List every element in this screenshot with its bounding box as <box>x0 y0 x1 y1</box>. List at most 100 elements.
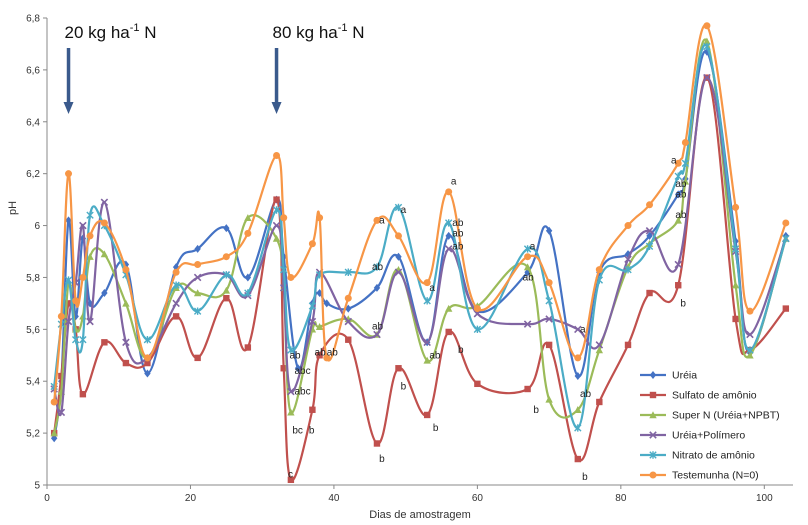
data-point <box>309 406 316 413</box>
data-point <box>58 372 65 380</box>
data-point <box>316 289 323 298</box>
significance-letter: a <box>451 176 457 187</box>
data-point <box>344 317 353 326</box>
data-point <box>50 434 58 443</box>
data-point <box>79 336 87 344</box>
significance-letter: ab <box>675 179 687 190</box>
data-point <box>782 305 790 312</box>
significance-letter: b <box>401 381 407 392</box>
data-point <box>101 289 108 298</box>
significance-letter: b <box>582 472 588 483</box>
y-axis-label: pH <box>7 201 19 215</box>
down-arrow-icon <box>271 102 282 114</box>
data-point <box>674 216 682 224</box>
legend-item-sulfato-de-amonio: Sulfato de amônio <box>640 390 757 402</box>
data-point <box>473 325 482 334</box>
data-point <box>308 302 317 310</box>
data-point <box>244 289 252 297</box>
legend-item-testemunha: Testemunha (N=0) <box>640 470 759 482</box>
data-point <box>423 279 431 287</box>
data-point <box>244 273 252 282</box>
legend-label: Sulfato de amônio <box>672 390 757 402</box>
data-point <box>444 245 453 253</box>
significance-letter: ab <box>675 189 687 200</box>
data-point <box>222 286 231 294</box>
x-tick-label: 80 <box>615 493 627 504</box>
y-tick-label: 6,8 <box>26 14 40 25</box>
significance-letter: ab <box>327 348 339 359</box>
data-point <box>86 252 94 260</box>
x-axis-label: Dias de amostragem <box>369 509 471 521</box>
data-point <box>172 313 180 320</box>
y-tick-label: 5 <box>34 481 40 492</box>
data-point <box>394 203 403 212</box>
data-point <box>732 203 740 211</box>
data-point <box>272 234 281 242</box>
data-point <box>524 253 532 261</box>
data-point <box>172 268 180 276</box>
data-point <box>57 408 66 417</box>
data-point <box>646 201 654 209</box>
data-point <box>79 273 87 281</box>
down-arrow-icon <box>63 102 74 114</box>
y-tick-label: 5,2 <box>26 429 40 440</box>
data-point <box>645 226 654 235</box>
data-point <box>473 305 481 313</box>
data-point <box>280 265 288 274</box>
data-point <box>445 328 452 336</box>
significance-letter: a <box>580 324 586 335</box>
significance-letter: ab <box>452 241 464 252</box>
significance-letter: ab <box>523 272 535 283</box>
series-ureia-polimero <box>50 73 790 417</box>
data-point <box>423 297 431 305</box>
data-point <box>50 398 58 406</box>
data-point <box>100 250 109 258</box>
data-point <box>223 295 230 302</box>
series-line <box>53 76 787 417</box>
data-point <box>674 159 682 167</box>
data-point <box>194 260 202 268</box>
significance-letter: a <box>530 241 536 252</box>
data-point <box>308 240 316 248</box>
significance-letter: ab <box>675 210 687 221</box>
annotation-label: 20 kg ha-1 N <box>65 22 157 42</box>
data-point <box>194 354 201 362</box>
data-point <box>50 429 58 437</box>
data-point <box>373 263 381 271</box>
x-tick-label: 0 <box>44 493 50 504</box>
data-point <box>79 390 87 398</box>
legend-item-ureia-polimero: Uréia+Polímero <box>640 430 745 442</box>
data-point <box>731 281 740 289</box>
legend-marker <box>649 471 657 479</box>
data-point <box>703 37 711 45</box>
data-point <box>272 206 281 214</box>
data-point <box>445 188 453 196</box>
data-point <box>273 152 281 160</box>
data-point <box>545 341 553 349</box>
data-point <box>373 330 381 339</box>
legend-label: Uréia+Polímero <box>672 430 745 442</box>
data-point <box>731 245 740 253</box>
data-point <box>395 252 402 261</box>
significance-letter: a <box>671 156 677 167</box>
legend-label: Testemunha (N=0) <box>672 470 759 482</box>
y-tick-label: 6,2 <box>26 169 40 180</box>
data-point <box>624 265 632 274</box>
data-point <box>675 190 682 199</box>
data-point <box>345 336 352 343</box>
data-point <box>272 221 281 230</box>
data-point <box>624 341 632 349</box>
significance-letter: ab <box>429 350 441 361</box>
data-point <box>624 250 632 259</box>
significance-letter: b <box>309 426 315 437</box>
data-point <box>244 214 252 221</box>
data-point <box>287 387 295 396</box>
data-point <box>64 317 73 326</box>
data-point <box>65 300 72 307</box>
significance-letter: c <box>288 470 293 481</box>
axes <box>46 18 793 486</box>
significance-letter: ab <box>580 389 592 400</box>
data-point <box>344 268 352 276</box>
significance-letter: a <box>379 215 385 226</box>
